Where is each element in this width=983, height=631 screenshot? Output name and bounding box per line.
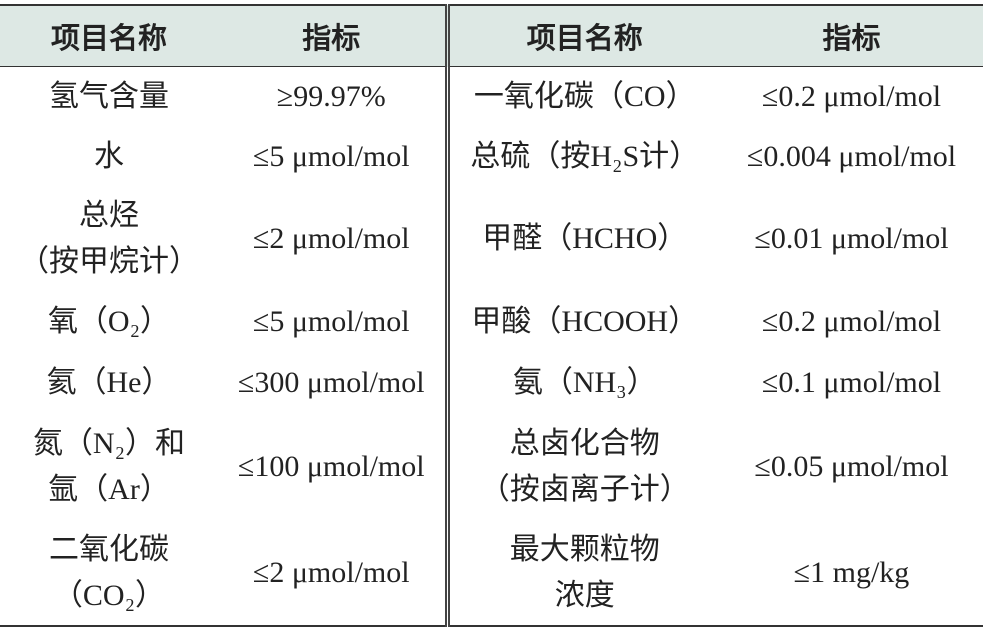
- cell-line: ≤300 μmol/mol: [237, 365, 425, 399]
- table-cell: 总硫（按H₂S计）: [444, 126, 720, 187]
- table-cell: 甲酸（HCOOH）: [444, 290, 720, 353]
- cell-line: ≤0.004 μmol/mol: [746, 139, 957, 173]
- table-cell: ≤0.1 μmol/mol: [720, 353, 983, 413]
- cell-line: ≤1 mg/kg: [793, 555, 910, 589]
- table-cell: 甲醛（HCHO）: [444, 186, 720, 291]
- cell-line: （按甲烷计）: [19, 244, 199, 278]
- cell-line: 最大颗粒物: [509, 532, 660, 566]
- table-cell: 一氧化碳（CO）: [444, 66, 720, 127]
- cell-line: 一氧化碳（CO）: [473, 79, 696, 113]
- table-row: 水 ≤5 μmol/mol 总硫（按H₂S计） ≤0.004 μmol/mol: [0, 126, 983, 187]
- cell-line: ≤5 μmol/mol: [252, 139, 410, 173]
- table-cell: ≤1 mg/kg: [720, 521, 983, 626]
- cell-line: 氨（NH₃）: [512, 365, 657, 399]
- cell-line: 氩（Ar）: [48, 472, 170, 506]
- table-cell: 水: [0, 127, 218, 187]
- cell-line: 甲酸（HCOOH）: [471, 304, 699, 338]
- table-cell: ≤100 μmol/mol: [218, 413, 447, 521]
- table-cell: ≤5 μmol/mol: [218, 291, 447, 353]
- table-cell: ≥99.97%: [218, 67, 447, 127]
- table-row: 总烃 （按甲烷计） ≤2 μmol/mol 甲醛（HCHO） ≤0.01 μmol/mo…: [0, 186, 983, 291]
- spec-table: 项目名称 指标 项目名称 指标 氢气含量 ≥99.97% 一氧化碳（CO） ≤0.2 …: [0, 4, 983, 627]
- table-cell: ≤2 μmol/mol: [218, 521, 447, 626]
- table-row: 二氧化碳 （CO₂） ≤2 μmol/mol 最大颗粒物浓度 ≤1 mg/kg: [0, 520, 983, 626]
- cell-line: （按卤离子计）: [479, 472, 690, 506]
- cell-line: 氢气含量: [49, 79, 169, 113]
- cell-line: 氦（He）: [46, 365, 172, 399]
- table-cell: ≤0.01 μmol/mol: [720, 187, 983, 291]
- table-row: 氢气含量 ≥99.97% 一氧化碳（CO） ≤0.2 μmol/mol: [0, 66, 983, 127]
- cell-line: ≤2 μmol/mol: [252, 555, 410, 589]
- table-cell: ≤0.004 μmol/mol: [720, 127, 983, 187]
- cell-line: 水: [94, 139, 124, 173]
- cell-line: ≤0.1 μmol/mol: [761, 365, 942, 399]
- cell-line: 甲醛（HCHO）: [482, 221, 688, 255]
- table-cell: ≤300 μmol/mol: [218, 353, 447, 413]
- cell-line: ≤0.01 μmol/mol: [754, 221, 949, 255]
- table-cell: 氢气含量: [0, 67, 218, 127]
- table-row: 氦（He） ≤300 μmol/mol 氨（NH₃） ≤0.1 μmol/mol: [0, 352, 983, 413]
- table-body: 氢气含量 ≥99.97% 一氧化碳（CO） ≤0.2 μmol/mol 水 ≤5 μmol…: [0, 66, 983, 626]
- cell-line: ≤0.05 μmol/mol: [754, 449, 949, 483]
- table-cell: 最大颗粒物 浓度: [444, 520, 720, 626]
- cell-line: ≤100 μmol/mol: [237, 449, 425, 483]
- header-row: 项目名称 指标 项目名称 指标: [0, 5, 983, 67]
- cell-line: ≤0.2 μmol/mol: [761, 79, 942, 113]
- cell-line: 总烃: [79, 198, 139, 232]
- cell-line: 浓度: [554, 578, 615, 612]
- table-row: 氧（O₂） ≤5 μmol/mol 甲酸（HCOOH） ≤0.2 μmol/mol: [0, 290, 983, 353]
- table-row: 氮（N₂）和 氩（Ar） ≤100 μmol/mol 总卤化合物 （按卤离子计） ≤0.0…: [0, 412, 983, 521]
- table-cell: ≤0.2 μmol/mol: [720, 67, 983, 127]
- cell-line: 氧（O₂）: [47, 304, 171, 338]
- table-cell: ≤2 μmol/mol: [218, 187, 447, 291]
- table-cell: 总烃 （按甲烷计）: [0, 187, 218, 291]
- cell-line: ≤5 μmol/mol: [252, 304, 410, 338]
- cell-line: ≤2 μmol/mol: [252, 221, 410, 255]
- table-cell: 氦（He）: [0, 353, 218, 413]
- table-cell: 总卤化合物 （按卤离子计）: [444, 412, 720, 521]
- table-cell: 二氧化碳 （CO₂）: [0, 521, 218, 626]
- table-cell: 氧（O₂）: [0, 291, 218, 353]
- table-cell: ≤0.05 μmol/mol: [720, 413, 983, 521]
- table-cell: ≤0.2 μmol/mol: [720, 291, 983, 353]
- cell-line: 氮（N₂）和: [32, 426, 186, 460]
- cell-line: ≤0.2 μmol/mol: [761, 304, 942, 338]
- cell-line: （CO₂）: [52, 578, 166, 612]
- cell-line: ≥99.97%: [276, 79, 386, 113]
- header-cell: 项目名称: [444, 5, 720, 67]
- table-cell: 氮（N₂）和 氩（Ar）: [0, 413, 218, 521]
- header-cell: 指标: [720, 5, 983, 67]
- cell-line: 总硫（按H₂S计）: [470, 139, 700, 173]
- table-cell: 氨（NH₃）: [444, 352, 720, 413]
- cell-line: 总卤化合物: [509, 426, 660, 460]
- cell-line: 二氧化碳: [49, 532, 169, 566]
- table-cell: ≤5 μmol/mol: [218, 127, 447, 187]
- header-cell: 指标: [218, 5, 447, 67]
- header-cell: 项目名称: [0, 5, 218, 67]
